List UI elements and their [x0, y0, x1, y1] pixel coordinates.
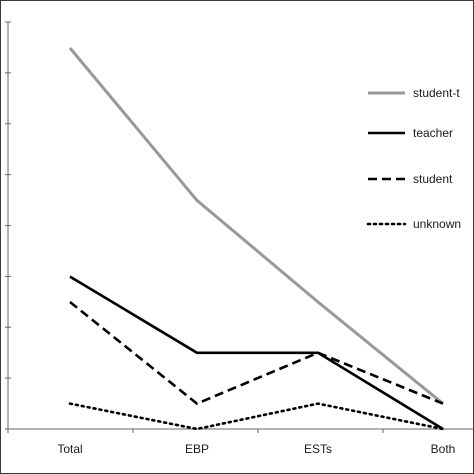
x-tick-label: Both [431, 442, 456, 456]
series-line-teacher [69, 275, 444, 431]
series-line-unknown [68, 402, 445, 431]
x-tick-label: ESTs [304, 442, 332, 456]
series-lines [68, 47, 445, 431]
series-line-student-t [68, 47, 444, 405]
x-tick-label: EBP [185, 442, 209, 456]
legend: student-t teacher student unknown [366, 86, 461, 231]
legend-label: teacher [413, 126, 453, 140]
axes [5, 21, 474, 433]
x-tick-labels: Total EBP ESTs Both [57, 442, 455, 456]
legend-label: student-t [413, 86, 460, 100]
series-line-student [69, 300, 444, 406]
x-tick-label: Total [57, 442, 82, 456]
legend-label: unknown [413, 217, 461, 231]
legend-label: student [413, 172, 453, 186]
